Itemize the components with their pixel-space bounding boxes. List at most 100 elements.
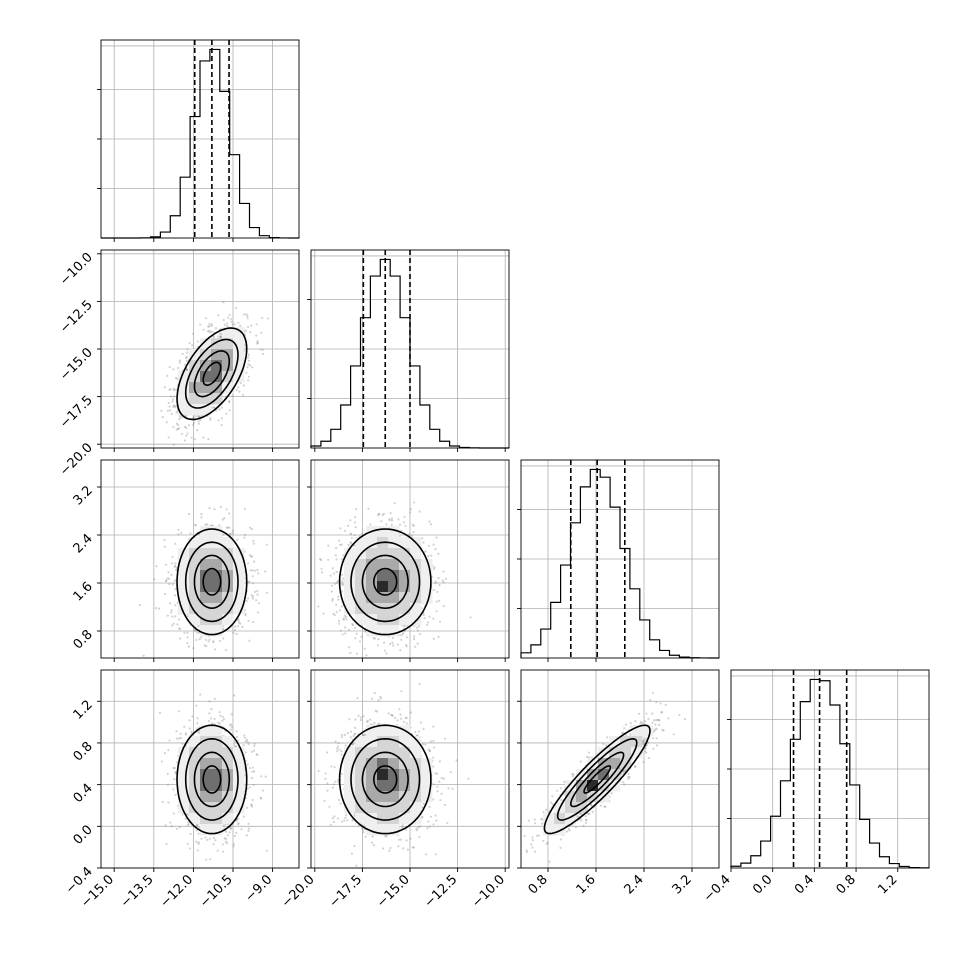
scatter-point bbox=[243, 734, 246, 737]
density-cell bbox=[233, 592, 245, 604]
scatter-point bbox=[441, 579, 444, 582]
scatter-point bbox=[187, 645, 190, 648]
scatter-point bbox=[182, 658, 184, 660]
scatter-point bbox=[163, 386, 166, 389]
scatter-point bbox=[220, 336, 223, 339]
scatter-point bbox=[246, 314, 249, 317]
density-cell bbox=[211, 581, 223, 593]
scatter-point bbox=[183, 363, 186, 366]
scatter-point bbox=[377, 638, 380, 641]
scatter-point bbox=[204, 638, 208, 641]
scatter-point bbox=[230, 320, 233, 323]
contour-1-0-1 bbox=[193, 350, 231, 398]
scatter-point bbox=[169, 395, 173, 398]
scatter-point bbox=[175, 428, 178, 431]
scatter-point bbox=[178, 418, 181, 421]
scatter-point bbox=[165, 563, 168, 566]
density-cell bbox=[211, 349, 223, 361]
scatter-point bbox=[187, 513, 191, 516]
scatter-point bbox=[351, 623, 354, 626]
scatter-point bbox=[161, 416, 164, 419]
scatter-point bbox=[264, 775, 267, 778]
scatter-point bbox=[207, 640, 210, 643]
contour-1-0-2 bbox=[184, 338, 239, 409]
scatter-point bbox=[252, 783, 255, 786]
density-cell bbox=[189, 592, 201, 604]
scatter-point bbox=[202, 328, 205, 331]
scatter-point bbox=[412, 531, 415, 534]
density-cell bbox=[355, 614, 367, 626]
scatter-point bbox=[349, 519, 352, 522]
scatter-point bbox=[228, 512, 231, 515]
scatter-point bbox=[331, 599, 334, 602]
ytick-label: −20.0 bbox=[57, 440, 96, 479]
density-cell bbox=[189, 559, 201, 571]
scatter-point bbox=[237, 822, 240, 825]
scatter-point bbox=[176, 377, 179, 381]
scatter-point bbox=[172, 767, 175, 770]
scatter-point bbox=[347, 524, 350, 528]
scatter-point bbox=[224, 648, 227, 652]
scatter-point bbox=[434, 548, 437, 551]
scatter-point bbox=[317, 605, 320, 608]
scatter-point bbox=[251, 569, 254, 572]
density-cell bbox=[388, 603, 400, 615]
scatter-point bbox=[238, 621, 241, 624]
panel-content bbox=[160, 301, 270, 446]
scatter-point bbox=[422, 541, 425, 544]
density-cell bbox=[399, 592, 411, 604]
scatter-point bbox=[177, 533, 180, 536]
ytick-label: 0.8 bbox=[71, 627, 96, 652]
scatter-point bbox=[154, 607, 158, 610]
scatter-point bbox=[248, 827, 251, 830]
scatter-point bbox=[345, 618, 348, 621]
scatter-point bbox=[210, 524, 214, 527]
scatter-point bbox=[179, 627, 182, 631]
density-cell bbox=[388, 559, 400, 571]
density-cell bbox=[200, 360, 212, 372]
scatter-point bbox=[229, 724, 232, 727]
scatter-point bbox=[255, 334, 258, 337]
scatter-point bbox=[247, 353, 250, 356]
scatter-point bbox=[187, 615, 190, 618]
scatter-point bbox=[247, 562, 250, 565]
contour-2-0-1 bbox=[193, 554, 231, 610]
scatter-point bbox=[257, 602, 260, 605]
scatter-point bbox=[246, 317, 249, 320]
scatter-point bbox=[341, 580, 344, 583]
scatter-point bbox=[187, 424, 191, 427]
scatter-point bbox=[421, 537, 424, 540]
scatter-point bbox=[377, 514, 380, 517]
density-cell bbox=[399, 548, 411, 560]
scatter-point bbox=[264, 570, 267, 573]
scatter-point bbox=[191, 715, 194, 718]
scatter-point bbox=[427, 544, 430, 547]
scatter-point bbox=[355, 652, 359, 655]
scatter-point bbox=[402, 632, 405, 635]
density-cell bbox=[388, 548, 400, 560]
scatter-point bbox=[404, 643, 408, 647]
scatter-point bbox=[170, 573, 173, 577]
density-cell bbox=[366, 614, 378, 626]
scatter-point bbox=[442, 581, 445, 584]
scatter-point bbox=[337, 622, 341, 625]
scatter-point bbox=[340, 590, 344, 593]
scatter-point bbox=[197, 420, 200, 423]
scatter-point bbox=[249, 569, 252, 572]
density-cell bbox=[366, 625, 378, 637]
scatter-point bbox=[405, 636, 408, 639]
density-cell bbox=[410, 548, 422, 560]
density-cell bbox=[200, 581, 212, 593]
scatter-point bbox=[251, 770, 254, 773]
scatter-point bbox=[158, 607, 161, 610]
scatter-point bbox=[200, 636, 203, 639]
scatter-point bbox=[434, 580, 437, 583]
density-cell bbox=[233, 338, 245, 350]
histogram-2 bbox=[520, 468, 720, 659]
panel-content bbox=[317, 501, 472, 657]
density-cell bbox=[178, 559, 190, 571]
scatter-point bbox=[190, 436, 193, 439]
scatter-point bbox=[320, 558, 323, 562]
scatter-point bbox=[174, 604, 177, 607]
scatter-point bbox=[413, 501, 416, 504]
